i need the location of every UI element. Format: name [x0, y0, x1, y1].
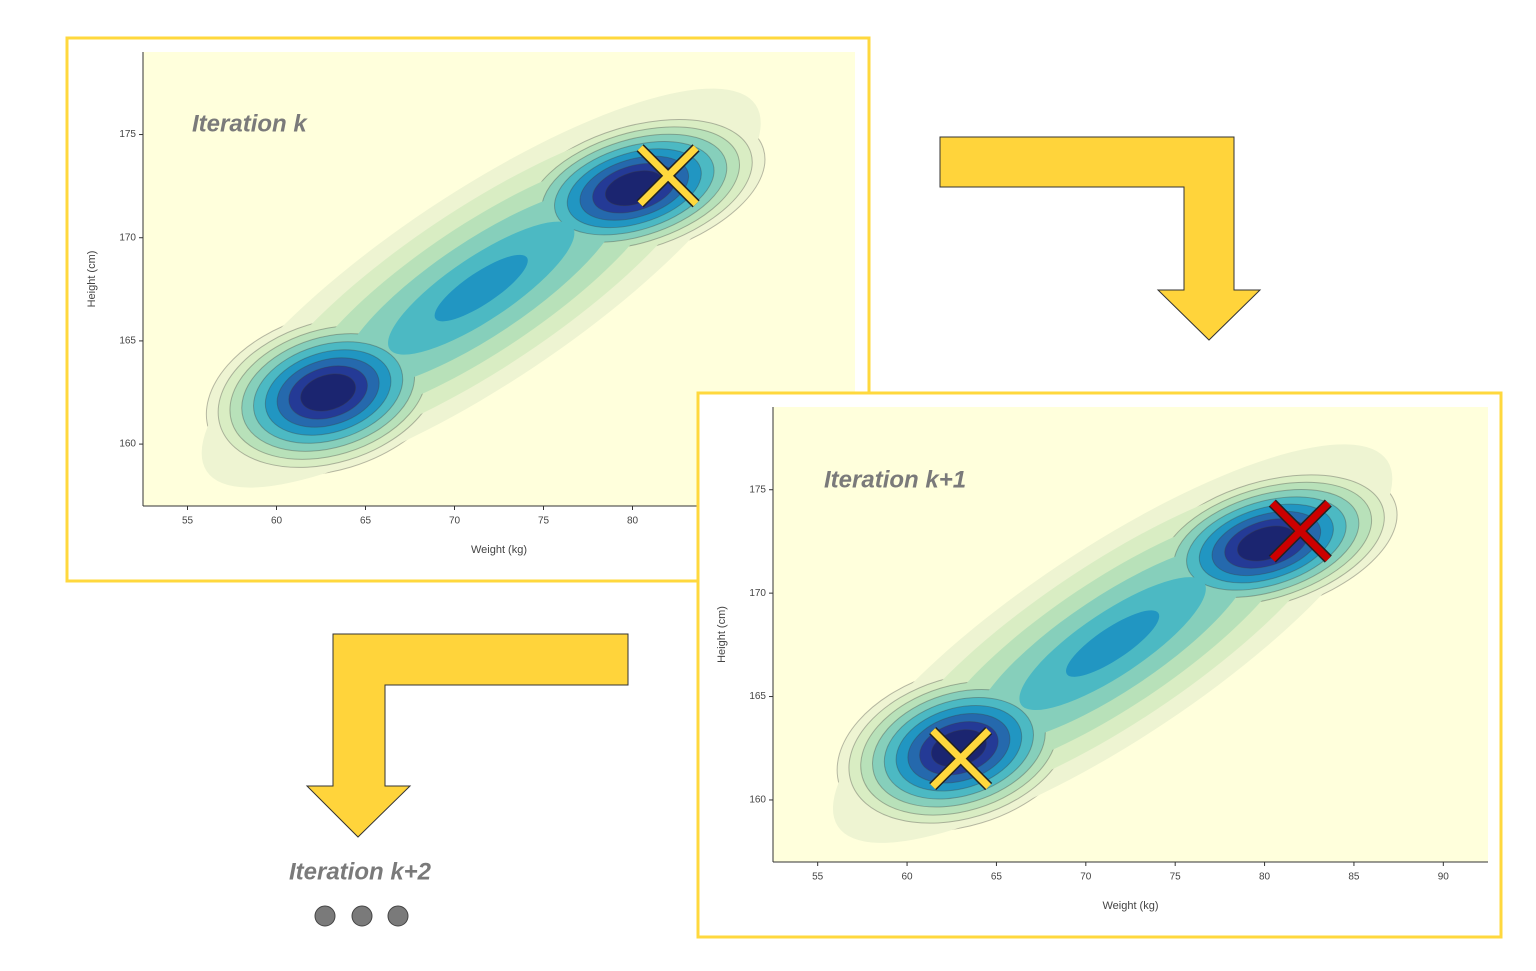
x-axis-title: Weight (kg) — [471, 544, 527, 556]
x-tick-label: 70 — [1080, 872, 1092, 883]
x-tick-label: 75 — [1170, 872, 1182, 883]
x-tick-label: 90 — [1438, 872, 1450, 883]
x-tick-label: 55 — [182, 516, 194, 527]
y-tick-label: 165 — [749, 691, 766, 702]
x-axis-title: Weight (kg) — [1102, 900, 1158, 912]
arrow — [939, 136, 1262, 341]
x-tick-label: 85 — [1348, 872, 1360, 883]
y-tick-label: 160 — [749, 795, 766, 806]
marker-stroke — [637, 145, 699, 207]
x-tick-label: 65 — [991, 872, 1003, 883]
centroid-marker — [636, 144, 700, 208]
x-tick-label: 65 — [360, 516, 372, 527]
y-tick-label: 175 — [119, 129, 136, 140]
centroid-marker — [929, 727, 993, 791]
marker-stroke — [930, 728, 992, 790]
arrow — [305, 633, 629, 838]
density-contour — [300, 373, 357, 412]
next-iteration-label: Iteration k+2 — [289, 858, 432, 885]
ellipsis-dot — [387, 905, 409, 927]
panel: 55 60 65 70 75 80 85 90 160 165 170 175 Weight (kg) H… — [696, 391, 1503, 939]
x-tick-label: 55 — [812, 872, 824, 883]
y-tick-label: 160 — [119, 439, 136, 450]
centroid-marker — [1268, 499, 1332, 563]
y-tick-label: 165 — [119, 336, 136, 347]
density-contour — [434, 254, 528, 322]
ellipsis-dot — [351, 905, 373, 927]
density-contours — [832, 444, 1398, 843]
y-tick-label: 175 — [749, 484, 766, 495]
x-tick-label: 70 — [449, 516, 461, 527]
iteration-label: Iteration k+1 — [824, 466, 966, 493]
x-tick-label: 75 — [538, 516, 550, 527]
density-contours — [201, 88, 766, 488]
y-tick-label: 170 — [749, 588, 766, 599]
y-tick-label: 170 — [119, 232, 136, 243]
x-tick-label: 80 — [1259, 872, 1271, 883]
x-tick-label: 60 — [902, 872, 914, 883]
y-axis-title: Height (cm) — [86, 251, 98, 308]
iteration-label: Iteration k — [192, 110, 308, 137]
ellipsis-dot — [314, 905, 336, 927]
marker-stroke — [1269, 500, 1331, 562]
x-tick-label: 60 — [271, 516, 283, 527]
y-axis-title: Height (cm) — [716, 606, 728, 663]
density-contour — [1066, 610, 1160, 677]
x-tick-label: 80 — [627, 516, 639, 527]
